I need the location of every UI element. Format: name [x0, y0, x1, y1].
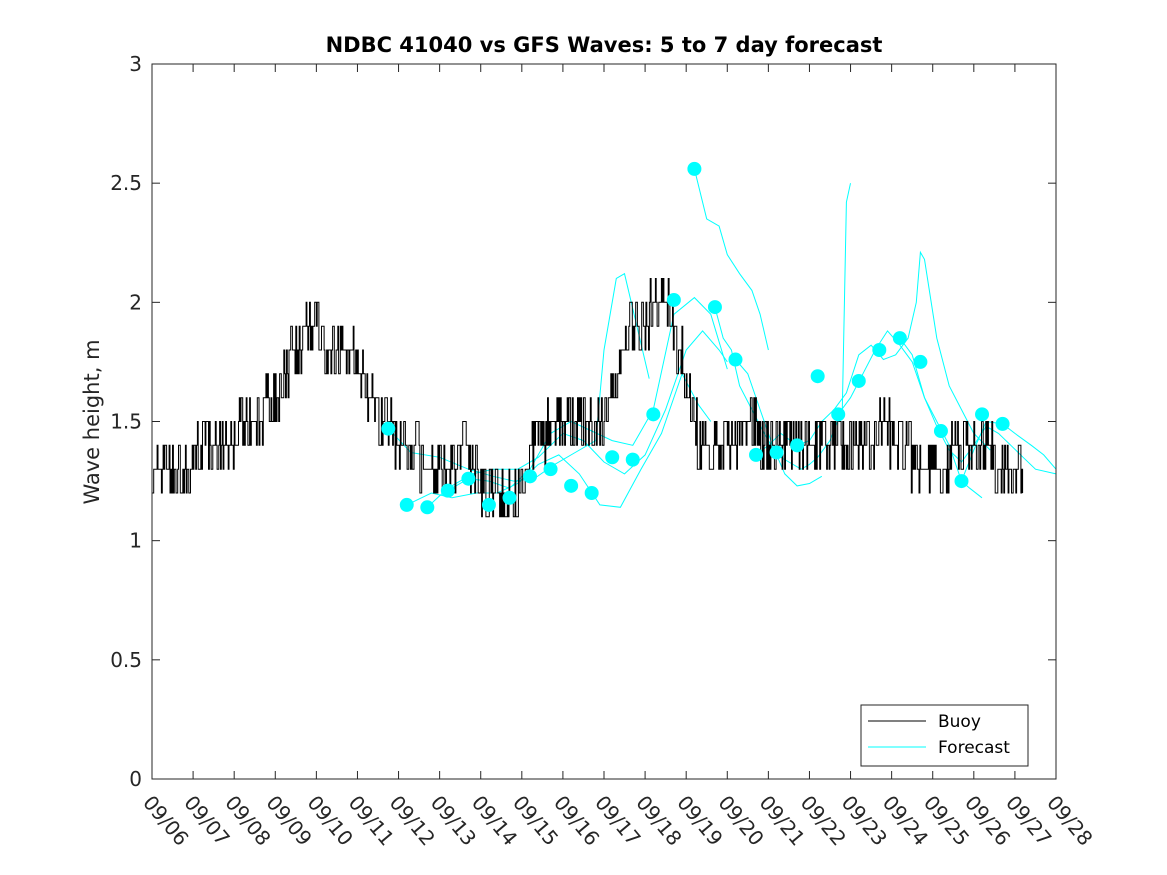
forecast-marker	[543, 462, 558, 477]
legend-label-forecast: Forecast	[938, 738, 1010, 758]
forecast-line	[406, 372, 712, 508]
forecast-marker	[523, 469, 538, 484]
forecast-marker	[440, 483, 455, 498]
y-tick-label: 1.5	[110, 410, 142, 434]
forecast-marker	[461, 471, 476, 486]
chart-title: NDBC 41040 vs GFS Waves: 5 to 7 day fore…	[326, 33, 883, 57]
forecast-marker	[831, 407, 846, 422]
y-axis-label: Wave height, m	[80, 339, 104, 504]
plot-frame	[151, 63, 1057, 780]
forecast-marker	[399, 497, 414, 512]
forecast-marker	[605, 450, 620, 465]
forecast-marker	[502, 490, 517, 505]
forecast-marker	[749, 447, 764, 462]
forecast-marker	[625, 452, 640, 467]
legend-label-buoy: Buoy	[938, 712, 981, 732]
y-tick-label: 0	[129, 767, 142, 791]
forecast-marker	[707, 300, 722, 315]
y-tick-label: 0.5	[110, 648, 142, 672]
legend: Buoy Forecast	[860, 704, 1029, 767]
buoy-line	[152, 278, 1024, 518]
forecast-marker	[646, 407, 661, 422]
forecast-marker	[728, 352, 743, 367]
forecast-line	[735, 359, 823, 487]
forecast-marker	[851, 373, 866, 388]
forecast-marker	[790, 438, 805, 453]
y-tick-label: 2	[129, 290, 142, 314]
forecast-marker	[564, 478, 579, 493]
legend-box	[860, 704, 1029, 767]
y-tick-label: 3	[129, 52, 142, 76]
series-layer	[152, 161, 1057, 518]
forecast-marker	[769, 445, 784, 460]
forecast-marker	[666, 292, 681, 307]
forecast-marker	[995, 416, 1010, 431]
forecast-line	[693, 168, 769, 351]
forecast-marker	[872, 343, 887, 357]
y-tick-label: 2.5	[110, 171, 142, 195]
forecast-marker	[584, 486, 599, 500]
forecast-marker	[975, 407, 990, 422]
forecast-marker	[687, 161, 702, 176]
y-tick-label: 1	[129, 529, 142, 553]
forecast-marker	[892, 331, 907, 346]
forecast-marker	[913, 354, 928, 369]
forecast-marker	[481, 497, 496, 512]
forecast-marker	[954, 474, 969, 489]
forecast-line	[837, 330, 1057, 475]
forecast-marker	[381, 421, 396, 436]
forecast-marker	[810, 369, 825, 384]
forecast-marker	[933, 424, 948, 439]
forecast-marker	[420, 500, 435, 515]
